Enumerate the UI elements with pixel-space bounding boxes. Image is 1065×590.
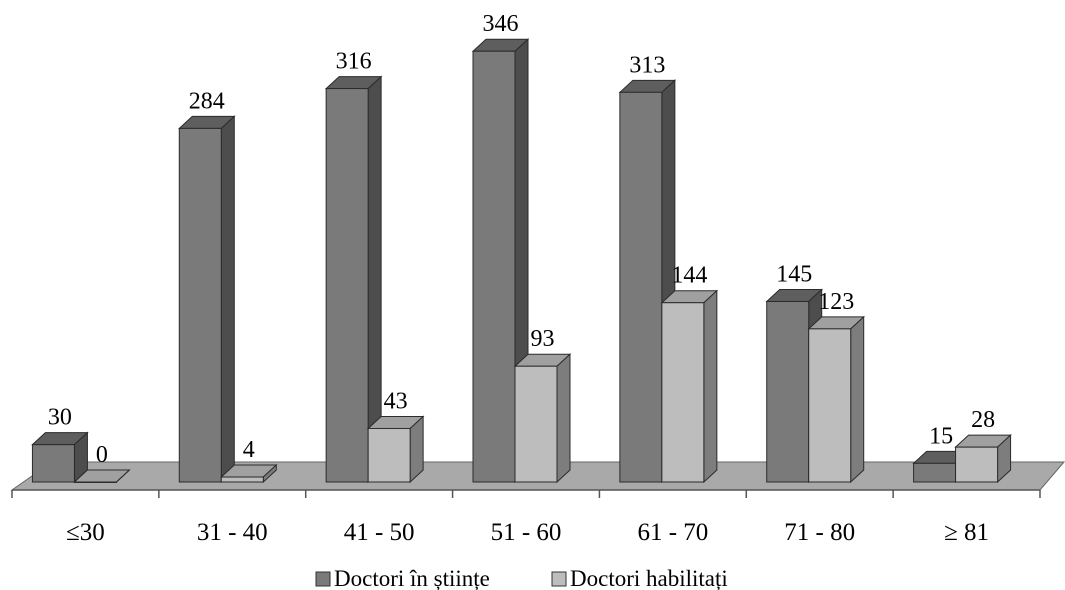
bar-series-2 <box>660 289 719 484</box>
x-tick-label: 31 - 40 <box>197 519 268 546</box>
bar-front <box>472 50 516 483</box>
bars <box>31 38 1012 484</box>
data-label-series-2: 28 <box>971 407 995 433</box>
data-label-series-1: 30 <box>48 405 72 431</box>
bar-series-2 <box>73 469 131 483</box>
bar-front <box>808 328 852 483</box>
bar-front <box>766 300 810 483</box>
bar-front <box>955 446 999 483</box>
bar-front <box>619 91 663 483</box>
bar-side <box>116 469 130 483</box>
bar-series-2 <box>366 415 425 484</box>
bar-front <box>661 302 705 483</box>
bar-front <box>367 427 411 483</box>
legend: Doctori în științe Doctori habilitați <box>315 566 728 590</box>
bar-front <box>514 365 558 483</box>
bar-side <box>556 353 571 484</box>
data-label-series-2: 4 <box>243 437 255 463</box>
legend-swatch-series-2 <box>551 571 567 587</box>
x-tick-label: ≥ 81 <box>944 519 989 546</box>
data-label-series-2: 93 <box>531 326 555 352</box>
data-label-series-2: 144 <box>671 263 707 289</box>
data-label-series-2: 43 <box>384 388 408 414</box>
bar-side <box>409 415 424 484</box>
x-tick-labels: ≤30 31 - 40 41 - 50 51 - 60 61 - 70 71 - 80 ≥ … <box>66 519 989 546</box>
legend-label-series-1: Doctori în științe <box>334 566 490 590</box>
bar-front <box>73 481 117 483</box>
data-label-series-1: 346 <box>483 11 519 37</box>
bar-front <box>31 444 75 483</box>
data-label-series-1: 313 <box>629 52 665 78</box>
legend-swatch-series-1 <box>315 571 331 587</box>
bar-front <box>325 88 369 483</box>
bar-series-1 <box>31 431 89 484</box>
bar-series-1 <box>471 38 530 484</box>
x-tick-label: 71 - 80 <box>784 519 855 546</box>
data-label-series-2: 123 <box>818 289 854 315</box>
data-label-series-1: 284 <box>189 88 225 114</box>
legend-label-series-2: Doctori habilitați <box>570 566 728 590</box>
x-tick-label: 61 - 70 <box>637 519 708 546</box>
x-tick-label: ≤30 <box>66 519 105 546</box>
bar-series-1 <box>324 75 383 484</box>
bar-series-2 <box>220 463 278 484</box>
bar-front <box>913 462 957 483</box>
bar-series-1 <box>178 115 236 484</box>
x-tick-label: 51 - 60 <box>491 519 562 546</box>
data-label-series-1: 15 <box>929 423 953 449</box>
bar-front <box>220 476 264 483</box>
bar-side <box>850 315 865 484</box>
data-label-series-1: 145 <box>776 261 812 287</box>
bar-series-2 <box>513 353 572 484</box>
x-axis <box>11 489 1041 498</box>
data-label-series-1: 316 <box>336 49 372 75</box>
bar-series-2 <box>807 315 865 484</box>
bar-side <box>220 115 235 484</box>
bar-side <box>703 289 718 484</box>
bar-series-2 <box>954 433 1012 484</box>
data-label-series-2: 0 <box>96 442 108 468</box>
bar-front <box>178 127 222 483</box>
x-tick-label: 41 - 50 <box>344 519 415 546</box>
